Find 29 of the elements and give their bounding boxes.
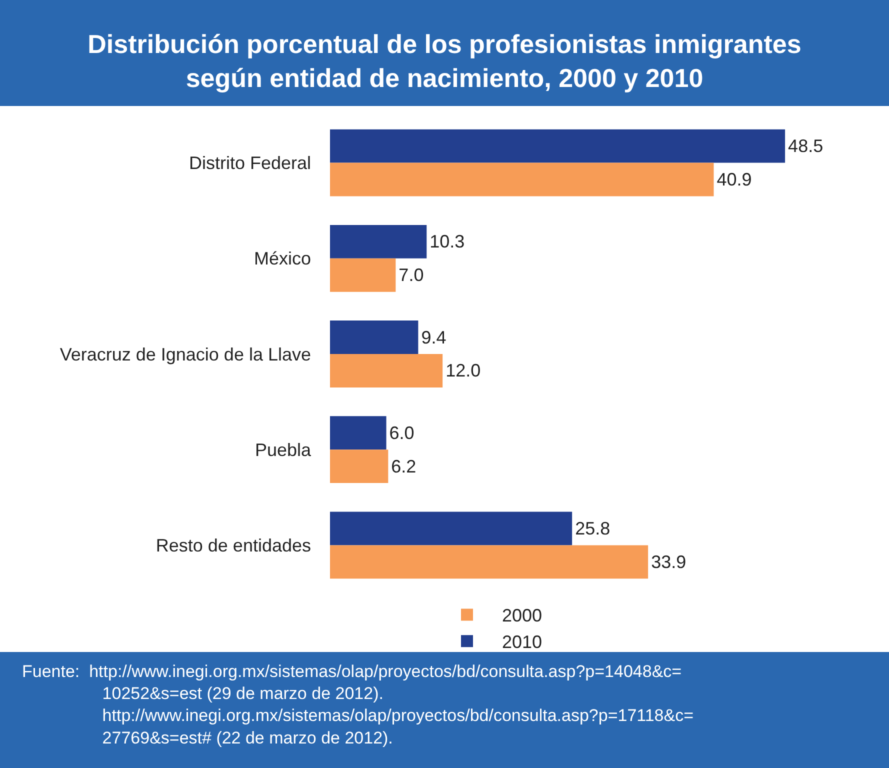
data-label: 33.9	[651, 552, 686, 572]
y-tick-label: Puebla	[254, 440, 312, 460]
source-note: Fuente: http://www.inegi.org.mx/sistemas/olap/proyectos/bd/consulta.asp?p=14048&c= 10252&s=est (29 de marzo de 2012). http://www.inegi.org.mx/sistemas/olap/proyectos/bd/consulta.asp?p=17118&c= 27769&s=est# (22 de marzo de 2012).	[22, 662, 694, 748]
bar	[330, 320, 418, 354]
y-tick-label: México	[254, 248, 311, 269]
bar	[330, 450, 388, 484]
bar	[330, 416, 386, 450]
y-tick-label: Veracruz de Ignacio de la Llave	[60, 344, 311, 364]
legend-label: 2000	[502, 606, 542, 626]
bar	[330, 512, 572, 546]
bar	[330, 129, 786, 163]
y-tick-label: Distrito Federal	[188, 153, 311, 174]
bar	[330, 545, 648, 579]
chart-title: Distribución porcentual de los profesionistas inmigrantes según entidad de nacimiento, 2000 y 2010	[88, 29, 802, 93]
data-label: 7.0	[398, 265, 424, 286]
data-label: 6.2	[391, 456, 416, 476]
data-label: 40.9	[716, 170, 752, 190]
y-tick-label: Resto de entidades	[156, 536, 311, 556]
legend-label: 2010	[502, 632, 542, 652]
bar	[330, 354, 443, 388]
bar	[330, 258, 396, 292]
bar	[330, 162, 714, 196]
data-label: 12.0	[446, 360, 481, 381]
data-label: 10.3	[430, 232, 465, 252]
data-label: 9.4	[421, 327, 446, 348]
bar	[330, 224, 427, 258]
data-label: 25.8	[575, 518, 610, 538]
data-label: 6.0	[389, 422, 414, 443]
data-label: 48.5	[788, 136, 824, 156]
